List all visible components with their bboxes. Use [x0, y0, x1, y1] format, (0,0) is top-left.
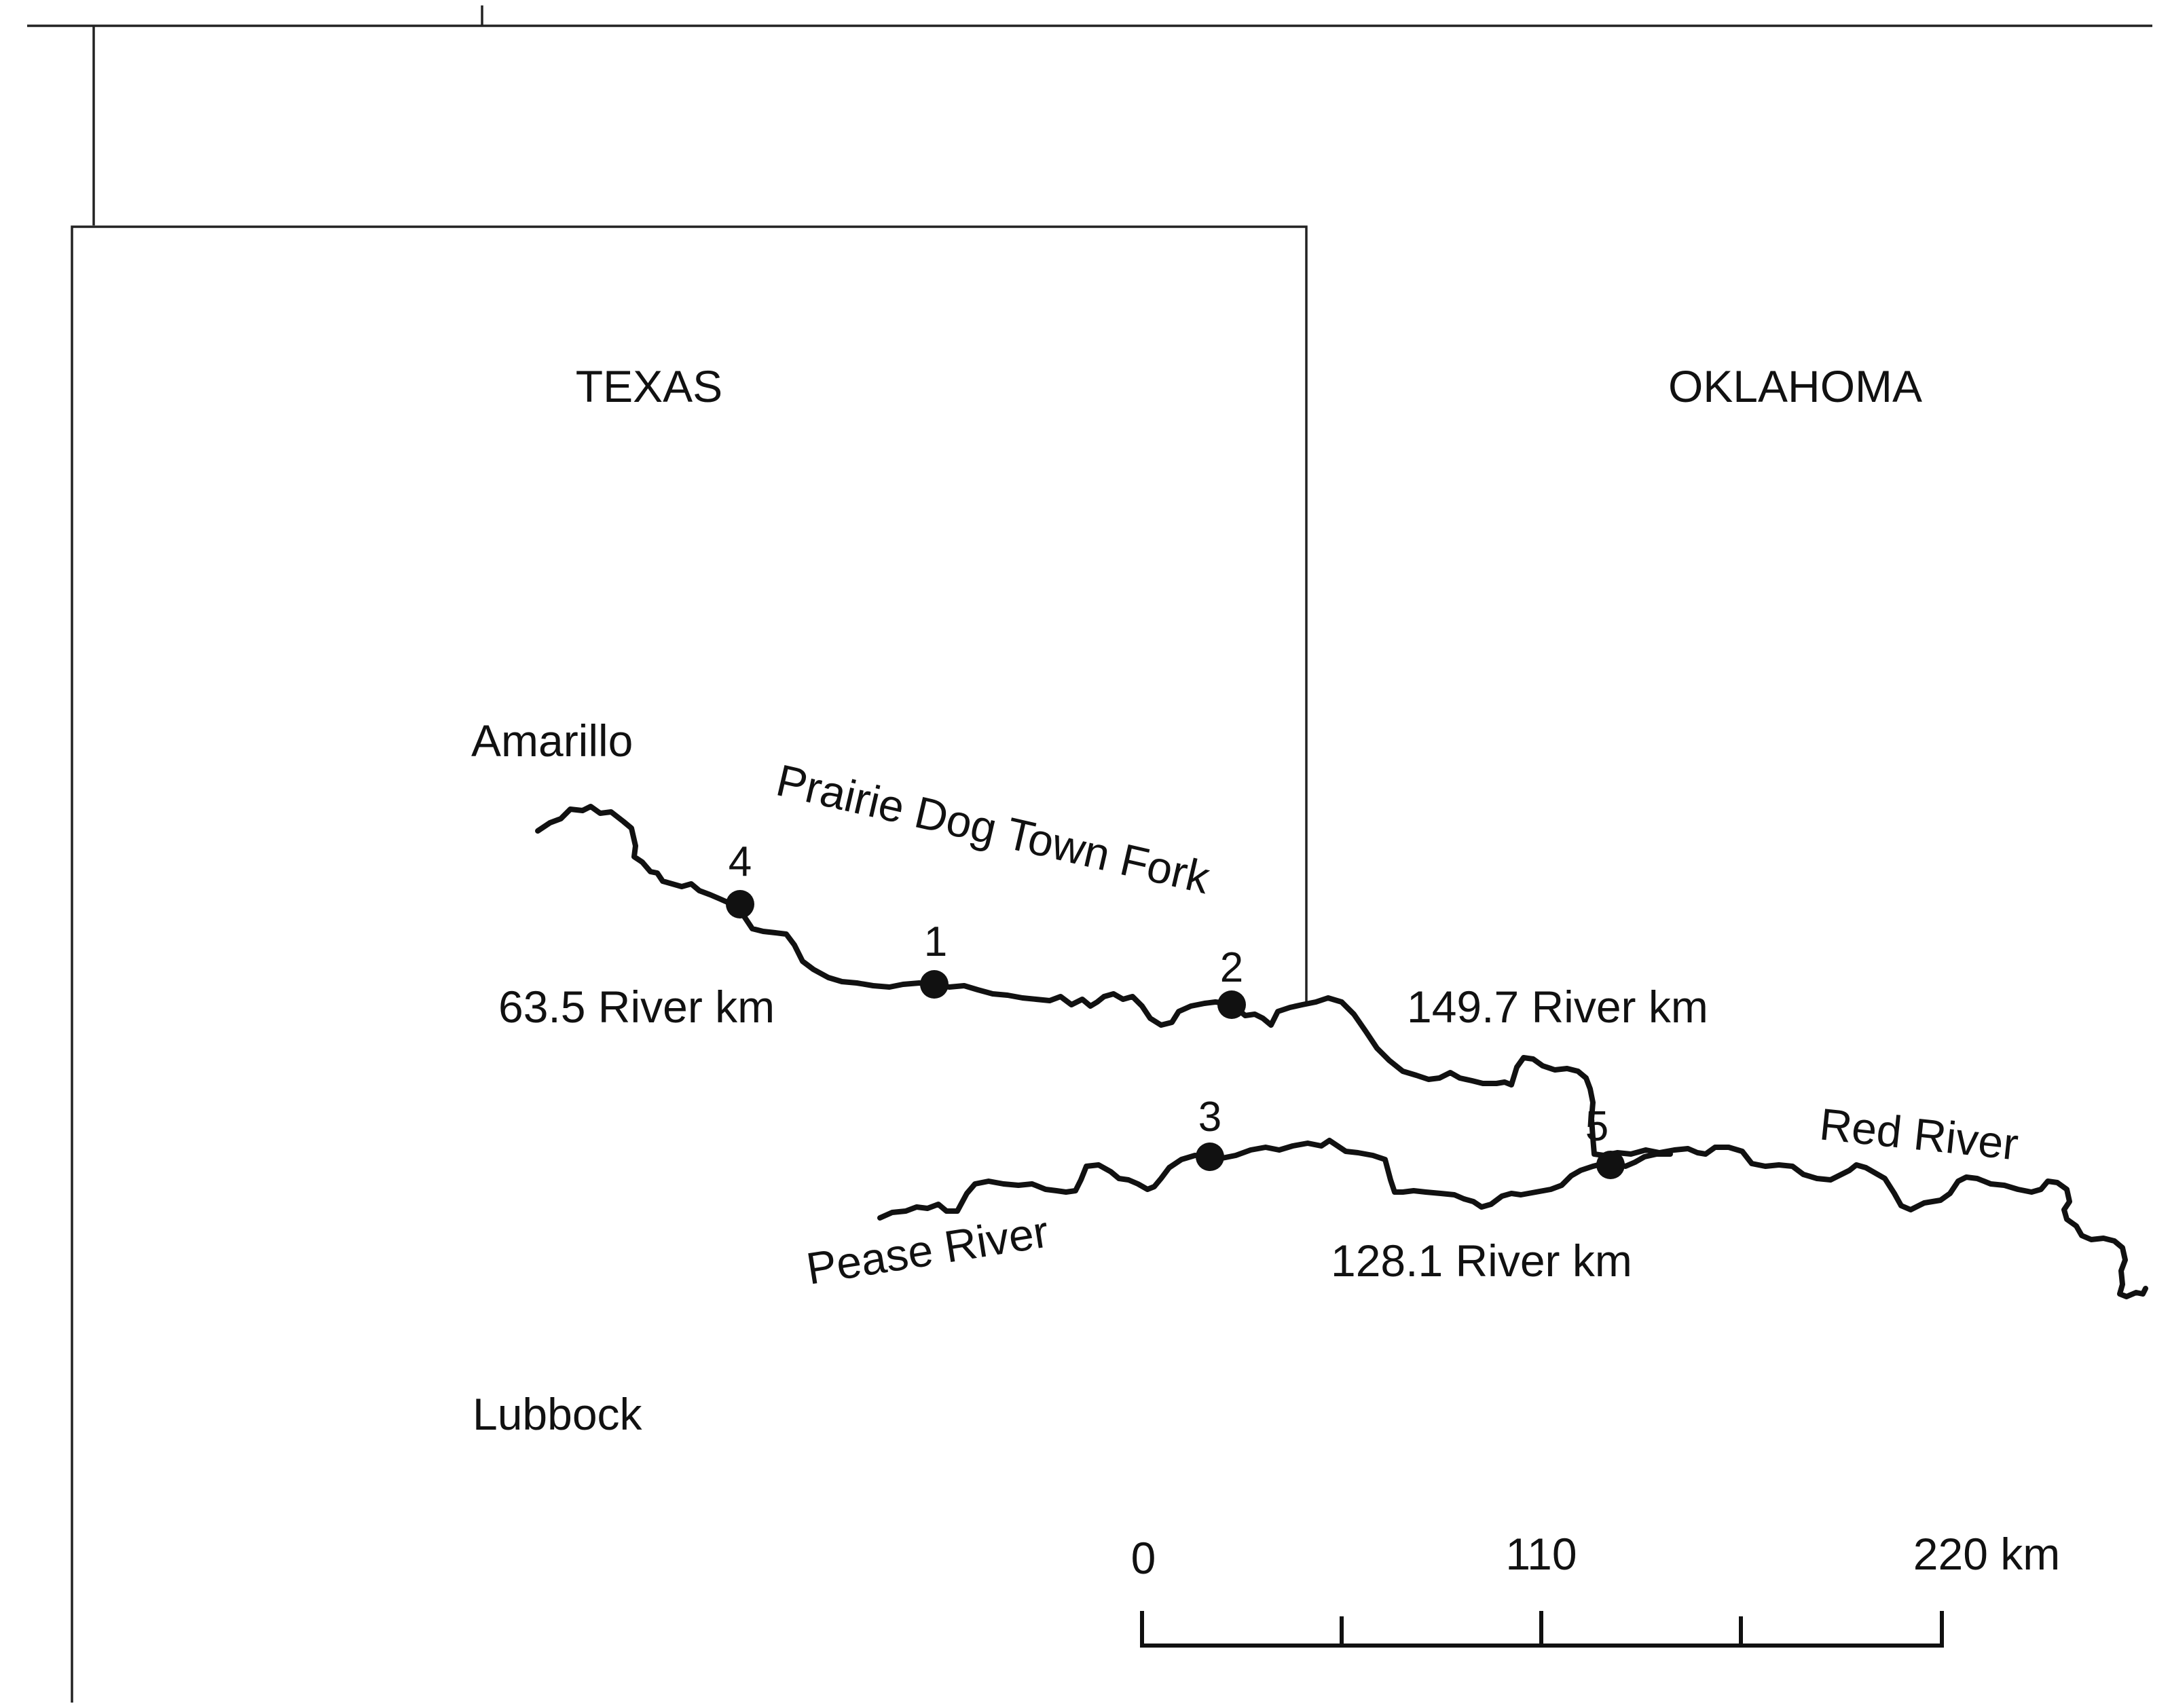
texas-panhandle-border [71, 225, 1308, 1703]
site-label-3: 3 [1198, 1094, 1221, 1140]
reach-length-label-128-1: 128.1 River km [1331, 1236, 1632, 1286]
site-marker-3 [1196, 1143, 1224, 1171]
reach-length-label-149-7: 149.7 River km [1407, 982, 1708, 1032]
state-label-texas: TEXAS [576, 361, 722, 411]
river-label-prairie-dog-town-fork: Prairie Dog Town Fork [772, 755, 1215, 904]
state-borders [27, 5, 2152, 1703]
river-pease [877, 1138, 1673, 1221]
scale-bar-label-110: 110 [1505, 1529, 1577, 1579]
city-label-amarillo: Amarillo [471, 716, 633, 766]
site-label-1: 1 [924, 918, 947, 965]
site-label-2: 2 [1220, 944, 1243, 991]
river-prairie-dog-town-fork [535, 804, 2148, 1299]
site-marker-2 [1217, 990, 1246, 1019]
river-label-pease: Pease River [803, 1206, 1052, 1294]
site-label-5: 5 [1585, 1103, 1608, 1150]
site-marker-1 [920, 970, 949, 999]
city-label-lubbock: Lubbock [473, 1389, 643, 1439]
scale-bar: 0 110 220 km [1131, 1529, 2060, 1648]
site-label-4: 4 [729, 838, 752, 885]
river-label-red: Red River [1818, 1098, 2021, 1169]
site-markers: 4 1 2 3 5 [726, 838, 1625, 1179]
state-label-oklahoma: OKLAHOMA [1668, 361, 1922, 411]
scale-bar-label-0: 0 [1131, 1533, 1156, 1583]
site-marker-5 [1596, 1151, 1625, 1179]
reach-length-label-63-5: 63.5 River km [498, 982, 775, 1032]
rivers [535, 804, 2148, 1299]
scale-bar-label-220-km: 220 km [1913, 1529, 2060, 1579]
site-marker-4 [726, 890, 754, 918]
